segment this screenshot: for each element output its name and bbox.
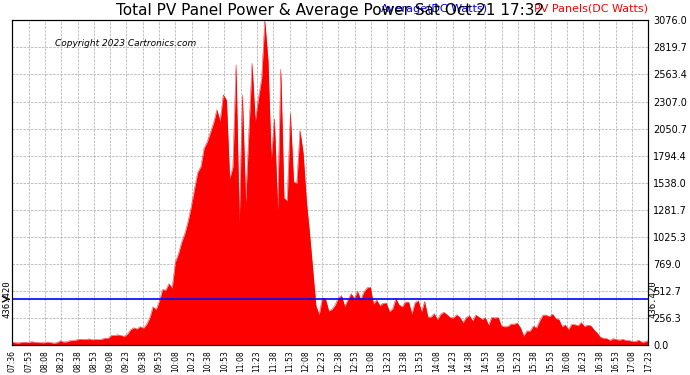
Text: PV Panels(DC Watts): PV Panels(DC Watts)	[534, 4, 648, 14]
Text: Copyright 2023 Cartronics.com: Copyright 2023 Cartronics.com	[55, 39, 197, 48]
Title: Total PV Panel Power & Average Power Sat Oct 21 17:32: Total PV Panel Power & Average Power Sat…	[117, 3, 544, 18]
Text: 436.420: 436.420	[3, 280, 12, 318]
Text: 436.420: 436.420	[649, 280, 658, 318]
Text: Average(DC Watts): Average(DC Watts)	[381, 4, 487, 14]
